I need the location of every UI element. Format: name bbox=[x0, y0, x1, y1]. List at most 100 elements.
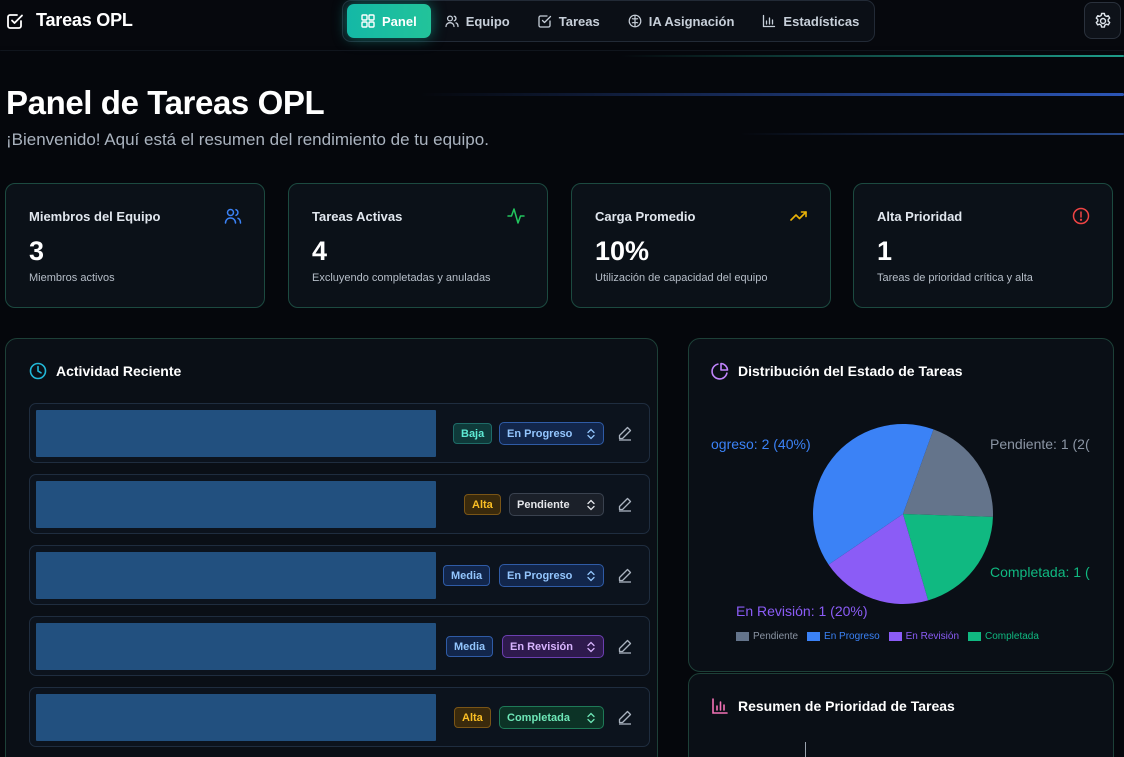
chevron-up-down-icon bbox=[586, 499, 596, 511]
stat-value: 3 bbox=[29, 236, 45, 266]
priority-badge: Media bbox=[443, 565, 491, 586]
nav-label: Tareas bbox=[558, 13, 600, 29]
legend-swatch bbox=[807, 632, 821, 641]
status-select[interactable]: En Progreso bbox=[499, 422, 604, 445]
legend-swatch bbox=[888, 632, 902, 641]
pie-label-in-review: En Revisión: 1 (20%) bbox=[736, 603, 868, 619]
nav-item-estadisticas[interactable]: Estadísticas bbox=[748, 4, 873, 38]
checkbox-icon bbox=[6, 12, 24, 30]
clock-icon bbox=[29, 362, 47, 380]
recent-activity-panel: Actividad Reciente Baja En Progreso Alta… bbox=[5, 338, 658, 757]
panel-title: Resumen de Prioridad de Tareas bbox=[738, 698, 955, 714]
legend-label: En Revisión bbox=[905, 631, 959, 642]
top-navigation-bar: Tareas OPL Panel Equipo Tareas IA Asigna… bbox=[0, 0, 1124, 46]
activity-row[interactable]: Media En Progreso bbox=[29, 545, 650, 605]
stat-card-average-load: Carga Promedio 10% Utilización de capaci… bbox=[571, 183, 831, 308]
task-title-placeholder bbox=[36, 694, 436, 741]
activity-row[interactable]: Alta Completada bbox=[29, 687, 650, 747]
nav-label: IA Asignación bbox=[648, 13, 735, 29]
nav-label: Equipo bbox=[465, 13, 510, 29]
chart-axis-line bbox=[805, 742, 806, 757]
brain-icon bbox=[628, 14, 642, 28]
decorative-line bbox=[620, 55, 1124, 57]
status-select[interactable]: Completada bbox=[499, 706, 604, 729]
legend-item: Pendiente bbox=[736, 631, 798, 642]
stat-card-high-priority: Alta Prioridad 1 Tareas de prioridad crí… bbox=[853, 183, 1113, 308]
brand[interactable]: Tareas OPL bbox=[6, 10, 133, 31]
alert-circle-icon bbox=[1072, 207, 1090, 225]
status-select[interactable]: En Revisión bbox=[502, 635, 604, 658]
activity-row[interactable]: Alta Pendiente bbox=[29, 474, 650, 534]
pie-slice-in-review[interactable] bbox=[828, 514, 929, 604]
app-title: Tareas OPL bbox=[36, 10, 133, 30]
edit-icon[interactable] bbox=[617, 567, 633, 583]
activity-row[interactable]: Media En Revisión bbox=[29, 616, 650, 676]
status-value: Pendiente bbox=[517, 498, 570, 511]
pie-chart-icon bbox=[711, 362, 729, 380]
bar-chart-icon bbox=[711, 697, 729, 715]
status-value: En Revisión bbox=[510, 640, 573, 653]
legend-item: Completada bbox=[968, 631, 1039, 642]
stat-value: 10% bbox=[595, 236, 650, 266]
nav-item-panel[interactable]: Panel bbox=[347, 4, 431, 38]
grid-icon bbox=[361, 14, 375, 28]
legend-label: Pendiente bbox=[753, 631, 799, 642]
stat-card-members: Miembros del Equipo 3 Miembros activos bbox=[5, 183, 265, 308]
decorative-line bbox=[740, 133, 1124, 135]
pie-slice-in-progress[interactable] bbox=[813, 424, 934, 565]
chevron-up-down-icon bbox=[586, 641, 596, 653]
task-title-placeholder bbox=[36, 481, 436, 528]
gear-icon bbox=[1094, 12, 1112, 30]
nav-label: Panel bbox=[382, 13, 417, 29]
stat-description: Miembros activos bbox=[29, 272, 115, 284]
legend-item: En Revisión bbox=[888, 631, 959, 642]
priority-badge: Alta bbox=[454, 707, 491, 728]
activity-row[interactable]: Baja En Progreso bbox=[29, 403, 650, 463]
chart-legend: Pendiente En Progreso En Revisión Comple… bbox=[736, 631, 1039, 642]
bar-chart-icon bbox=[762, 14, 776, 28]
stat-label: Carga Promedio bbox=[595, 209, 696, 224]
edit-icon[interactable] bbox=[617, 496, 633, 512]
page-subtitle: ¡Bienvenido! Aquí está el resumen del re… bbox=[6, 130, 489, 149]
status-select[interactable]: Pendiente bbox=[509, 493, 604, 516]
task-title-placeholder bbox=[36, 623, 436, 670]
stat-description: Excluyendo completadas y anuladas bbox=[312, 272, 491, 284]
edit-icon[interactable] bbox=[617, 638, 633, 654]
legend-item: En Progreso bbox=[807, 631, 880, 642]
chevron-up-down-icon bbox=[586, 570, 596, 582]
stat-value: 1 bbox=[877, 236, 893, 266]
task-title-placeholder bbox=[36, 552, 436, 599]
header-divider bbox=[0, 50, 1124, 51]
legend-swatch bbox=[968, 632, 981, 641]
stat-description: Utilización de capacidad del equipo bbox=[595, 272, 768, 284]
pie-label-pending: Pendiente: 1 (2( bbox=[990, 436, 1090, 452]
priority-badge: Baja bbox=[453, 423, 493, 444]
nav-item-equipo[interactable]: Equipo bbox=[431, 4, 524, 38]
chevron-up-down-icon bbox=[586, 428, 596, 440]
trending-up-icon bbox=[790, 207, 808, 225]
pie-label-completed: Completada: 1 ( bbox=[990, 564, 1090, 580]
edit-icon[interactable] bbox=[617, 425, 633, 441]
nav-item-ia-asignacion[interactable]: IA Asignación bbox=[614, 4, 749, 38]
decorative-line bbox=[420, 93, 1124, 96]
settings-button[interactable] bbox=[1084, 2, 1121, 39]
legend-swatch bbox=[736, 632, 749, 641]
stat-value: 4 bbox=[312, 236, 328, 266]
checkbox-icon bbox=[538, 14, 552, 28]
stat-label: Miembros del Equipo bbox=[29, 209, 161, 224]
stat-description: Tareas de prioridad crítica y alta bbox=[877, 272, 1033, 284]
priority-badge: Media bbox=[446, 636, 494, 657]
status-pie-chart bbox=[813, 424, 993, 604]
chevron-up-down-icon bbox=[586, 712, 596, 724]
nav-item-tareas[interactable]: Tareas bbox=[524, 4, 614, 38]
edit-icon[interactable] bbox=[617, 709, 633, 725]
page-title: Panel de Tareas OPL bbox=[6, 84, 325, 121]
task-title-placeholder bbox=[36, 410, 436, 457]
panel-title: Actividad Reciente bbox=[56, 363, 182, 379]
pie-slice-completed[interactable] bbox=[903, 514, 993, 601]
status-distribution-panel: Distribución del Estado de Tareas ogreso… bbox=[688, 338, 1114, 672]
pie-slice-pending[interactable] bbox=[903, 429, 993, 517]
status-select[interactable]: En Progreso bbox=[499, 564, 604, 587]
users-icon bbox=[445, 14, 459, 28]
panel-title: Distribución del Estado de Tareas bbox=[738, 363, 963, 379]
